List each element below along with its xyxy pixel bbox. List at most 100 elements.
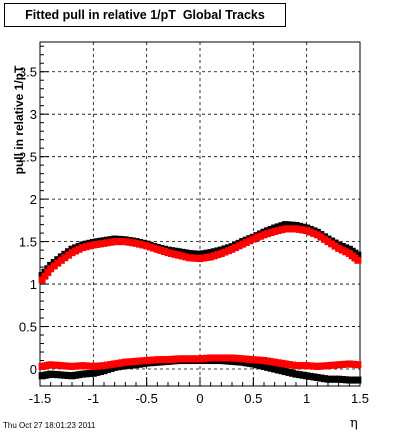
series-4-point xyxy=(328,361,336,369)
series-3-point xyxy=(306,372,314,380)
series-4-point xyxy=(168,355,176,363)
series-3-point xyxy=(299,371,307,379)
series-4-point xyxy=(224,354,232,362)
series-3-point xyxy=(47,370,55,378)
series-4-point xyxy=(242,355,250,363)
series-4-point xyxy=(320,362,328,370)
series-3-point xyxy=(96,368,104,376)
series-2-point xyxy=(292,225,300,233)
series-1-point xyxy=(210,248,218,256)
series-3-point xyxy=(331,375,339,383)
series-2-point xyxy=(157,246,165,254)
series-2-point xyxy=(281,225,289,233)
timestamp: Thu Oct 27 18:01:23 2011 xyxy=(3,421,96,430)
series-4-point xyxy=(214,354,222,362)
y-tick-label: 0 xyxy=(30,362,37,377)
series-2-point xyxy=(317,233,325,241)
series-2-point xyxy=(310,229,318,237)
series-4-point xyxy=(217,354,225,362)
series-2-point xyxy=(68,249,76,257)
series-2-point xyxy=(278,226,286,234)
series-4-point xyxy=(249,356,257,364)
series-4-point xyxy=(303,362,311,370)
series-3-point xyxy=(281,368,289,376)
series-3-point xyxy=(285,368,293,376)
series-4-point xyxy=(256,356,264,364)
series-2-point xyxy=(228,245,236,253)
series-3-point xyxy=(82,370,90,378)
series-4-point xyxy=(264,357,272,365)
series-2-point xyxy=(72,247,80,255)
series-2-point xyxy=(239,240,247,248)
series-4-point xyxy=(143,357,151,365)
series-4-point xyxy=(354,361,362,369)
series-3-point xyxy=(354,376,362,384)
series-2-point xyxy=(210,252,218,260)
series-4-point xyxy=(228,354,236,362)
series-3-point xyxy=(338,375,346,383)
series-1-point xyxy=(285,221,293,229)
series-3-point xyxy=(335,375,343,383)
x-tick-label: -0.5 xyxy=(135,391,157,406)
series-1-point xyxy=(189,250,197,258)
series-4-point xyxy=(175,355,183,363)
series-2-point xyxy=(288,225,296,233)
series-4-point xyxy=(200,355,208,363)
series-2-point xyxy=(100,239,108,247)
series-4-point xyxy=(132,357,140,365)
series-2-point xyxy=(146,243,154,251)
y-tick-label: 2.5 xyxy=(19,150,37,165)
series-3-point xyxy=(288,369,296,377)
series-3-point xyxy=(104,366,112,374)
series-4-point xyxy=(111,360,119,368)
series-2-point xyxy=(41,272,49,280)
series-4-point xyxy=(296,362,304,370)
series-4-point xyxy=(96,362,104,370)
x-tick-label: -1 xyxy=(88,391,100,406)
series-3-point xyxy=(342,376,350,384)
series-2-point xyxy=(57,256,65,264)
series-2-point xyxy=(256,232,264,240)
series-2-point xyxy=(132,239,140,247)
series-3-point xyxy=(274,366,282,374)
series-3-point xyxy=(324,375,332,383)
y-tick-label: 3.5 xyxy=(19,65,37,80)
series-2-point xyxy=(217,249,225,257)
series-4-point xyxy=(267,358,275,366)
series-3-point xyxy=(50,370,58,378)
series-1-point xyxy=(207,249,215,257)
series-1-point xyxy=(178,248,186,256)
series-1-point xyxy=(338,242,346,250)
series-2-point xyxy=(153,245,161,253)
series-4-point xyxy=(93,362,101,370)
series-4-point xyxy=(64,362,72,370)
series-4-point xyxy=(136,357,144,365)
series-4-point xyxy=(178,355,186,363)
series-2-point xyxy=(232,244,240,252)
series-2-point xyxy=(111,238,119,246)
series-4-point xyxy=(185,355,193,363)
series-4-point xyxy=(114,359,122,367)
series-2-point xyxy=(150,244,158,252)
series-3-point xyxy=(256,362,264,370)
series-4-point xyxy=(196,355,204,363)
series-2-point xyxy=(189,254,197,262)
series-4-point xyxy=(207,354,215,362)
series-3-point xyxy=(89,369,97,377)
series-3-point xyxy=(79,370,87,378)
series-2-point xyxy=(104,239,112,247)
series-3-point xyxy=(253,361,261,369)
series-2-point xyxy=(125,238,133,246)
series-4-point xyxy=(221,354,229,362)
series-4-point xyxy=(313,362,321,370)
series-3-point xyxy=(54,371,62,379)
series-4-point xyxy=(150,356,158,364)
series-4-point xyxy=(139,357,147,365)
series-1-point xyxy=(196,250,204,258)
series-3-point xyxy=(278,367,286,375)
series-2-point xyxy=(50,262,58,270)
series-2-point xyxy=(274,227,282,235)
series-4-point xyxy=(285,360,293,368)
series-2-point xyxy=(121,238,129,246)
